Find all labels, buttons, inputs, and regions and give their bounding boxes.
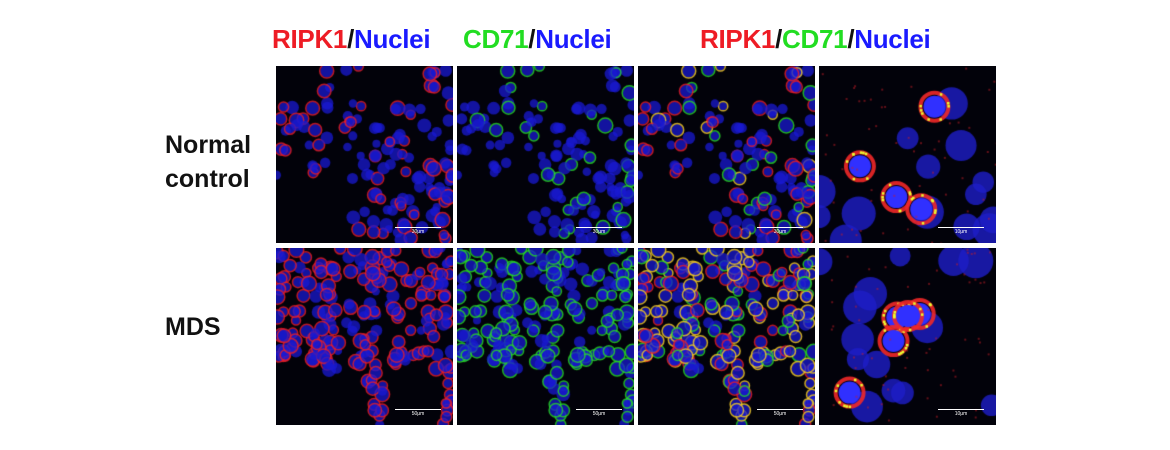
row-label-normal-control: Normal control <box>165 128 251 196</box>
scale-bar: 50μm <box>576 407 622 417</box>
scale-bar: 10μm <box>938 225 984 235</box>
micrograph-image <box>819 66 996 243</box>
micrograph-image <box>457 66 634 243</box>
header-merge: RIPK1/CD71/Nuclei <box>700 24 931 55</box>
scale-bar-line <box>757 409 803 410</box>
scale-bar-line <box>395 409 441 410</box>
micrograph-image <box>276 66 453 243</box>
scale-bar-label: 50μm <box>411 411 425 417</box>
scale-bar-label: 30μm <box>592 229 606 235</box>
slash: / <box>847 24 855 54</box>
scale-bar-line <box>576 227 622 228</box>
micrograph-mds-cd71-nuclei: 50μm <box>457 248 634 425</box>
scale-bar-label: 10μm <box>954 229 968 235</box>
scale-bar: 30μm <box>395 225 441 235</box>
scale-bar-label: 10μm <box>954 411 968 417</box>
scale-bar-line <box>395 227 441 228</box>
nuclei-label: Nuclei <box>535 24 612 54</box>
scale-bar-line <box>757 227 803 228</box>
nuclei-label: Nuclei <box>854 24 931 54</box>
micrograph-mds-merge-zoom: 10μm <box>819 248 996 425</box>
micrograph-mds-ripk1-nuclei: 50μm <box>276 248 453 425</box>
micrograph-normal-merge-zoom: 10μm <box>819 66 996 243</box>
scale-bar: 10μm <box>938 407 984 417</box>
scale-bar: 30μm <box>757 225 803 235</box>
slash: / <box>347 24 355 54</box>
scale-bar-label: 50μm <box>592 411 606 417</box>
micrograph-normal-merge: 30μm <box>638 66 815 243</box>
slash: / <box>528 24 536 54</box>
header-cd71-nuclei: CD71/Nuclei <box>463 24 612 55</box>
scale-bar-line <box>938 227 984 228</box>
cd71-label: CD71 <box>782 24 848 54</box>
ripk1-label: RIPK1 <box>700 24 776 54</box>
scale-bar: 50μm <box>395 407 441 417</box>
micrograph-image <box>638 248 815 425</box>
row-label-mds: MDS <box>165 310 221 344</box>
scale-bar-label: 50μm <box>773 411 787 417</box>
header-ripk1-nuclei: RIPK1/Nuclei <box>272 24 431 55</box>
micrograph-normal-ripk1-nuclei: 30μm <box>276 66 453 243</box>
scale-bar: 50μm <box>757 407 803 417</box>
scale-bar-line <box>938 409 984 410</box>
ripk1-label: RIPK1 <box>272 24 348 54</box>
scale-bar-label: 30μm <box>411 229 425 235</box>
scale-bar-label: 30μm <box>773 229 787 235</box>
micrograph-image <box>819 248 996 425</box>
micrograph-mds-merge: 50μm <box>638 248 815 425</box>
nuclei-label: Nuclei <box>354 24 431 54</box>
cd71-label: CD71 <box>463 24 529 54</box>
scale-bar: 30μm <box>576 225 622 235</box>
row-label-line1: Normal <box>165 131 252 159</box>
micrograph-image <box>276 248 453 425</box>
slash: / <box>775 24 783 54</box>
row-label-line2: control <box>165 165 250 193</box>
scale-bar-line <box>576 409 622 410</box>
micrograph-image <box>638 66 815 243</box>
micrograph-image <box>457 248 634 425</box>
row-label-line1: MDS <box>165 313 221 341</box>
micrograph-normal-cd71-nuclei: 30μm <box>457 66 634 243</box>
